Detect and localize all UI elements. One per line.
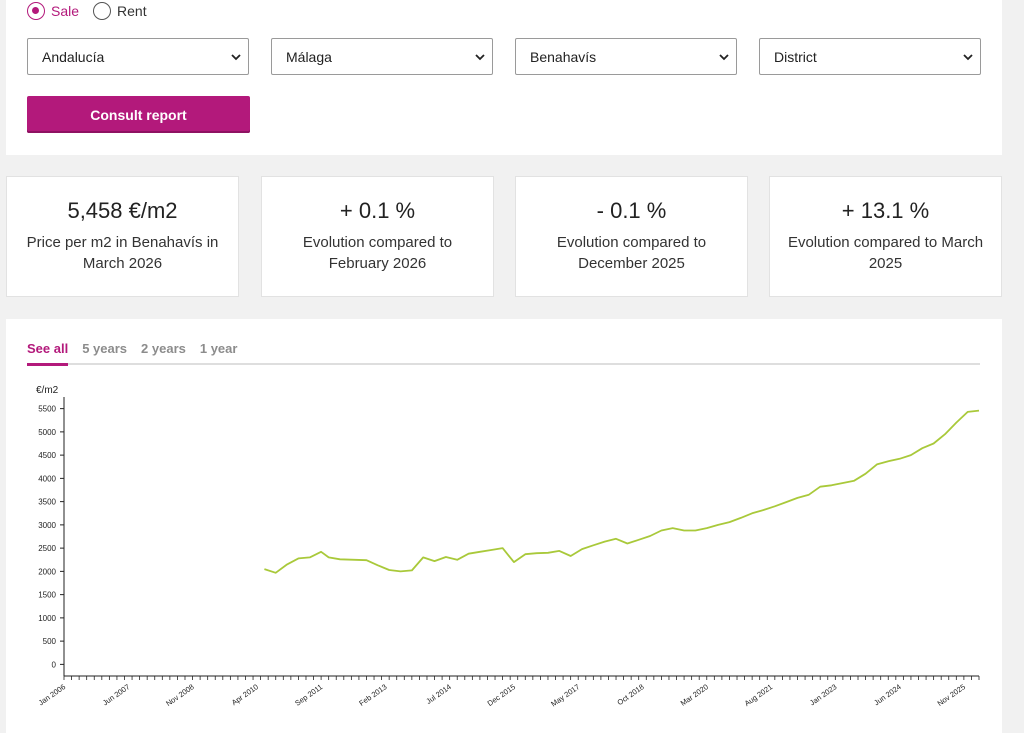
x-tick-label: Nov 2025 xyxy=(936,682,967,708)
x-tick-label: Aug 2021 xyxy=(743,682,774,708)
chevron-down-icon xyxy=(719,54,729,61)
x-tick-label: Jan 2006 xyxy=(37,682,67,707)
stat-card-price: 5,458 €/m2 Price per m2 in Benahavís in … xyxy=(6,176,239,297)
region-select-value: Andalucía xyxy=(42,48,105,65)
rent-radio[interactable]: Rent xyxy=(93,2,147,20)
y-tick-label: 2500 xyxy=(38,544,56,553)
y-tick-label: 5000 xyxy=(38,428,56,437)
y-tick-label: 3000 xyxy=(38,521,56,530)
tab-1-year[interactable]: 1 year xyxy=(199,341,238,356)
sale-radio-label: Sale xyxy=(51,3,80,19)
x-tick-label: May 2017 xyxy=(549,682,581,708)
radio-checked-icon xyxy=(27,2,45,20)
stat-value: + 13.1 % xyxy=(841,198,930,223)
district-select-value: District xyxy=(774,48,817,65)
operation-radio-group: Sale Rent xyxy=(27,2,161,20)
district-select[interactable]: District xyxy=(759,38,981,75)
x-tick-label: Feb 2013 xyxy=(357,682,388,708)
x-tick-label: Jun 2024 xyxy=(872,682,902,707)
stat-label: Evolution compared to December 2025 xyxy=(556,234,707,272)
period-tabs: See all 5 years 2 years 1 year xyxy=(27,341,980,366)
y-tick-label: 1500 xyxy=(38,591,56,600)
x-tick-label: Oct 2018 xyxy=(616,682,646,707)
y-tick-label: 500 xyxy=(43,637,57,646)
chart-panel: See all 5 years 2 years 1 year €/m2 0 500 1… xyxy=(6,319,1002,733)
x-tick-label: Jun 2007 xyxy=(101,682,131,707)
y-axis-label: €/m2 xyxy=(36,385,59,396)
stat-card-quarterly: - 0.1 % Evolution compared to December 2… xyxy=(515,176,748,297)
tab-2-years[interactable]: 2 years xyxy=(141,341,186,356)
x-tick-label: Jan 2023 xyxy=(808,682,838,707)
consult-report-button[interactable]: Consult report xyxy=(27,96,250,133)
tab-5-years[interactable]: 5 years xyxy=(82,341,128,356)
y-tick-label: 1000 xyxy=(38,614,56,623)
x-tick-label: Nov 2008 xyxy=(164,682,195,708)
price-series-line xyxy=(264,409,980,574)
sale-radio[interactable]: Sale xyxy=(27,2,79,20)
x-tick-label: Mar 2020 xyxy=(679,682,710,708)
y-tick-label: 5500 xyxy=(38,405,56,414)
filters-panel: Sale Rent Andalucía Málaga Benahavís Dis… xyxy=(6,0,1002,155)
province-select[interactable]: Málaga xyxy=(271,38,493,75)
price-evolution-chart: €/m2 0 500 1000 1500 2000 2500 3000 3500 4000 4500… xyxy=(36,385,980,709)
y-tick-label: 3500 xyxy=(38,498,56,507)
y-tick-label: 0 xyxy=(52,660,57,669)
y-tick-label: 4500 xyxy=(38,451,56,460)
stat-label: Price per m2 in Benahavís in March 2026 xyxy=(26,234,219,272)
x-tick-label: Jul 2014 xyxy=(424,682,452,706)
chevron-down-icon xyxy=(963,54,973,61)
municipality-select-value: Benahavís xyxy=(530,48,597,65)
stat-card-yearly: + 13.1 % Evolution compared to March 202… xyxy=(769,176,1002,297)
stat-label: Evolution compared to February 2026 xyxy=(302,234,453,272)
stat-label: Evolution compared to March 2025 xyxy=(787,234,984,272)
x-tick-label: Dec 2015 xyxy=(486,682,517,708)
stat-value: + 0.1 % xyxy=(339,198,416,223)
radio-unchecked-icon xyxy=(93,2,112,20)
y-tick-label: 2000 xyxy=(38,567,56,576)
municipality-select[interactable]: Benahavís xyxy=(515,38,737,75)
rent-radio-label: Rent xyxy=(117,3,147,19)
stat-value: - 0.1 % xyxy=(596,198,667,223)
stat-value: 5,458 €/m2 xyxy=(67,198,178,223)
chevron-down-icon xyxy=(231,54,241,61)
tab-see-all[interactable]: See all xyxy=(27,341,69,366)
x-tick-label: Apr 2010 xyxy=(230,682,260,707)
province-select-value: Málaga xyxy=(286,48,332,65)
x-tick-label: Sep 2011 xyxy=(293,682,324,707)
region-select[interactable]: Andalucía xyxy=(27,38,249,75)
stat-card-monthly: + 0.1 % Evolution compared to February 2… xyxy=(261,176,494,297)
chevron-down-icon xyxy=(475,54,485,61)
y-tick-label: 4000 xyxy=(38,474,56,483)
